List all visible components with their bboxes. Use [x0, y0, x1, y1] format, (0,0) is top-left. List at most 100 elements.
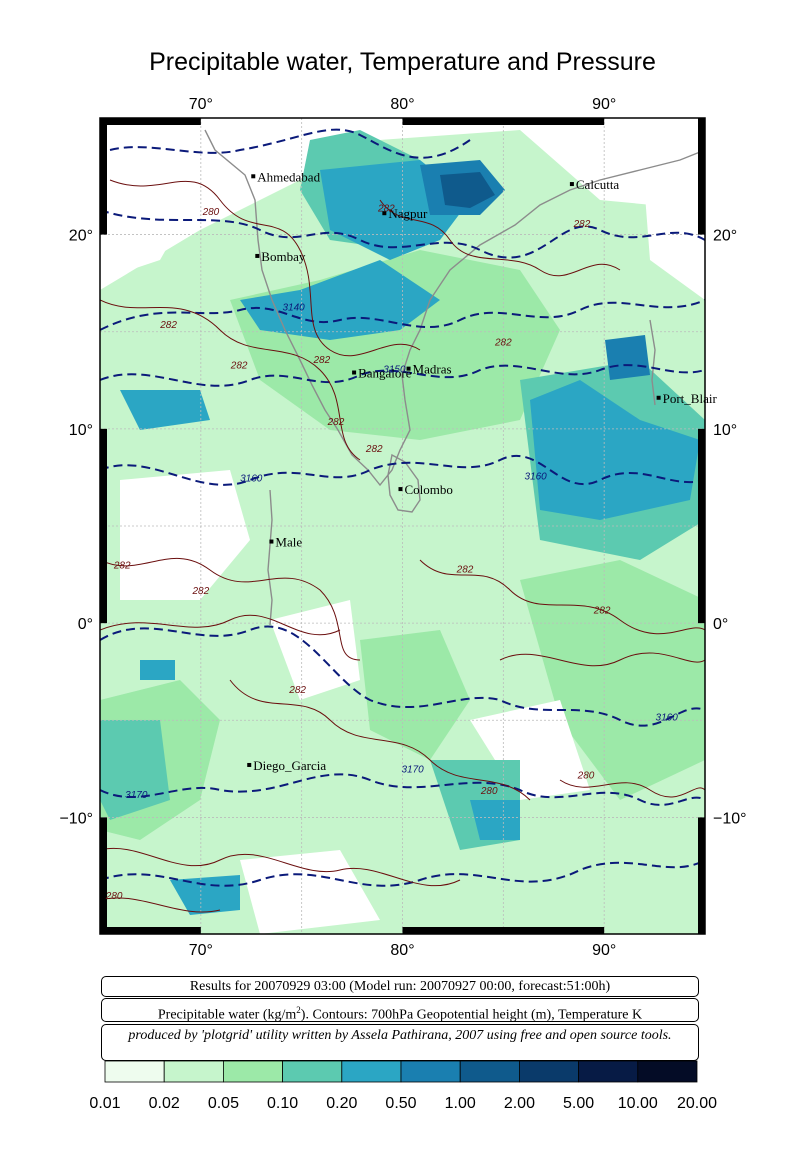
temperature-contour [100, 299, 361, 461]
city-label: Male [275, 535, 302, 550]
temperature-contour-label: 282 [113, 561, 131, 572]
x-tick-label-top: 90° [592, 96, 616, 113]
temperature-contour-label: 282 [159, 320, 177, 331]
coastline [204, 129, 705, 626]
city-label: Bangalore [358, 366, 412, 381]
frame-bar [698, 817, 705, 934]
temperature-contour-label: 282 [593, 605, 611, 616]
pw-region-mid-south [360, 630, 470, 760]
city-label: Bombay [261, 249, 306, 264]
pw-region-high [140, 660, 175, 680]
pw-dry-gap [470, 700, 590, 800]
variable-info-box: Precipitable water (kg/m2). Contours: 70… [101, 998, 699, 1023]
colorbar-swatch [519, 1060, 580, 1083]
frame-bar [100, 118, 107, 235]
temperature-contour [559, 779, 705, 798]
city-label: Calcutta [576, 177, 620, 192]
colorbar-swatch [163, 1060, 224, 1083]
city-label: Madras [413, 362, 452, 377]
x-tick-label-bottom: 80° [390, 942, 414, 959]
city-marker [255, 253, 260, 258]
colorbar-label: 20.00 [676, 1095, 718, 1112]
colorbar-swatch [222, 1060, 283, 1083]
geopotential-contour [100, 454, 705, 486]
pw-dry-gap [100, 130, 200, 280]
graticule [100, 118, 705, 934]
pw-region-high [470, 800, 520, 840]
colorbar-label: 1.00 [444, 1095, 476, 1112]
frame-bar [100, 927, 201, 934]
temperature-contour-label: 282 [191, 586, 209, 597]
pw-region-high [120, 390, 210, 430]
temperature-contour-label: 282 [365, 444, 383, 455]
frame-bar [698, 118, 705, 235]
chart-title: Precipitable water, Temperature and Pres… [149, 48, 656, 76]
city-label: Colombo [404, 482, 452, 497]
colorbar-swatch [104, 1060, 165, 1083]
y-tick-label-right: 0° [713, 616, 728, 633]
temperature-contour [229, 679, 531, 801]
temperature-contour-label: 280 [480, 786, 498, 797]
pw-region-mid-east [520, 560, 705, 800]
temperature-contour [100, 847, 461, 887]
y-tick-label-left: 0° [78, 616, 93, 633]
temperature-contour [379, 199, 621, 277]
y-tick-label-left: 20° [69, 228, 93, 245]
temperature-contour-label: 282 [312, 355, 330, 366]
pw-region-high [170, 875, 240, 915]
city-marker [569, 182, 574, 187]
colorbar-label: 0.01 [89, 1095, 121, 1112]
geopotential-contour-label: 3150 [383, 365, 406, 376]
temperature-contour-label: 282 [456, 565, 474, 576]
temperature-contour [100, 897, 221, 913]
contour-labels: 280 282 282 282 282 282 282 282 282 282 282 282 282 2… [105, 203, 678, 902]
colorbar-swatch [459, 1060, 520, 1083]
pw-dry-gap [240, 850, 380, 934]
geopotential-contour [100, 625, 705, 727]
x-tick-label-top: 70° [189, 96, 213, 113]
city-label: Diego_Garcia [253, 758, 326, 773]
geopotential-contour-label: 3170 [401, 765, 424, 776]
city-marker [398, 487, 403, 492]
temperature-contour-label: 282 [494, 337, 512, 348]
temperature-contour-label: 282 [573, 219, 591, 230]
city-marker [251, 174, 256, 179]
colorbar-swatch [282, 1060, 343, 1083]
run-info-box: Results for 20070929 03:00 (Model run: 2… [101, 976, 699, 997]
geopotential-contour [100, 773, 705, 806]
temperature-contour-label: 280 [105, 891, 123, 902]
pw-region-max [605, 335, 650, 380]
geopotential-contour-label: 3160 [240, 473, 263, 484]
andaman-islands [649, 319, 656, 406]
maldives-chain [267, 489, 273, 626]
colorbar-swatch [400, 1060, 461, 1083]
temperature-contour-label: 282 [327, 417, 345, 428]
map-frame [99, 117, 706, 935]
temperature-contour [419, 559, 705, 635]
pw-dry-gap [640, 130, 705, 300]
x-tick-label-top: 80° [390, 96, 414, 113]
y-tick-label-right: 20° [713, 228, 737, 245]
variable-info-prefix: Precipitable water (kg/m [157, 1007, 297, 1023]
variable-info-suffix: ). Contours: 700hPa Geopotential height … [300, 1007, 643, 1023]
temperature-contour [100, 614, 341, 636]
city-label: Nagpur [388, 206, 428, 221]
temperature-contour [100, 557, 361, 661]
city-marker [269, 539, 274, 544]
geopotential-contour-label: 3160 [656, 712, 679, 723]
frame-bar [698, 428, 705, 624]
geopotential-contour-label: 3140 [282, 302, 305, 313]
credits-box: produced by 'plotgrid' utility written b… [101, 1024, 699, 1061]
city-label: Ahmedabad [257, 169, 320, 184]
geopotential-contour-label: 3170 [125, 790, 148, 801]
temperature-contours [100, 179, 705, 913]
temperature-contour-label: 282 [288, 685, 306, 696]
frame-bar [100, 428, 107, 624]
temperature-contour [499, 652, 705, 667]
colorbar-label: 0.50 [385, 1095, 417, 1112]
city-marker [247, 762, 252, 767]
x-tick-label-bottom: 90° [592, 942, 616, 959]
temperature-contour-label: 282 [377, 203, 395, 214]
